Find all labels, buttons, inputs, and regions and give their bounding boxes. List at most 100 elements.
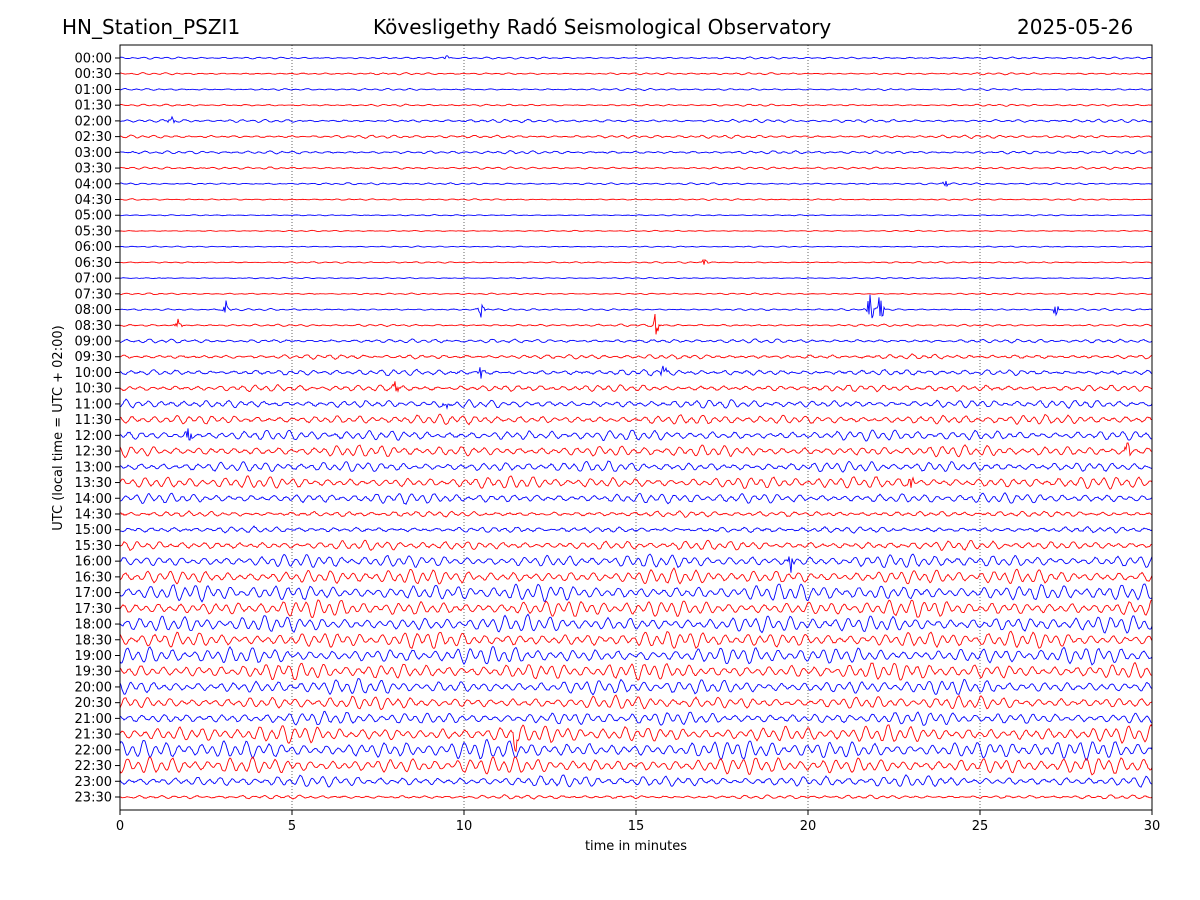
trace-0130 <box>119 103 1153 107</box>
trace-1600 <box>119 553 1153 573</box>
y-tick-label: 22:30 <box>75 759 112 774</box>
y-tick-label: 01:00 <box>75 83 112 98</box>
y-tick-label: 12:30 <box>75 445 112 460</box>
x-tick-label: 5 <box>288 819 296 834</box>
y-tick-label: 05:00 <box>75 209 112 224</box>
trace-1000 <box>119 365 1153 379</box>
y-tick-label: 22:00 <box>75 743 112 758</box>
y-tick-label: 10:00 <box>75 366 112 381</box>
trace-0930 <box>119 353 1153 360</box>
y-tick-label: 00:30 <box>75 67 112 82</box>
y-tick-label: 23:00 <box>75 775 112 790</box>
trace-0800 <box>119 294 1153 319</box>
x-tick-label: 15 <box>628 819 645 834</box>
y-tick-label: 13:30 <box>75 476 112 491</box>
y-tick-label: 12:00 <box>75 429 112 444</box>
station-title: HN_Station_PSZI1 <box>62 15 241 39</box>
trace-1630 <box>119 567 1153 585</box>
trace-0430 <box>119 198 1153 201</box>
y-tick-label: 10:30 <box>75 382 112 397</box>
y-tick-label: 17:30 <box>75 602 112 617</box>
trace-0900 <box>119 338 1153 344</box>
trace-2030 <box>119 694 1153 711</box>
y-tick-label: 11:30 <box>75 413 112 428</box>
y-tick-label: 13:00 <box>75 460 112 475</box>
trace-0630 <box>119 258 1153 265</box>
y-tick-label: 21:30 <box>75 728 112 743</box>
y-tick-label: 08:30 <box>75 319 112 334</box>
trace-2330 <box>119 794 1153 800</box>
trace-0000 <box>120 55 1152 60</box>
y-tick-label: 02:00 <box>75 114 112 129</box>
y-tick-label: 07:30 <box>75 287 112 302</box>
x-tick-label: 10 <box>456 819 473 834</box>
y-tick-label: 04:00 <box>75 177 112 192</box>
x-axis-label: time in minutes <box>585 839 687 854</box>
trace-2230 <box>119 756 1153 776</box>
x-tick-label: 0 <box>116 819 124 834</box>
y-tick-label: 11:00 <box>75 397 112 412</box>
y-tick-label: 01:30 <box>75 99 112 114</box>
y-tick-label: 04:30 <box>75 193 112 208</box>
trace-0500 <box>119 214 1153 217</box>
y-tick-label: 00:00 <box>75 52 112 67</box>
trace-0700 <box>119 277 1153 280</box>
y-tick-label: 20:00 <box>75 680 112 695</box>
trace-2130 <box>119 724 1153 753</box>
trace-0830 <box>119 314 1153 335</box>
trace-1700 <box>119 583 1153 603</box>
y-tick-label: 15:30 <box>75 539 112 554</box>
trace-2200 <box>119 738 1153 761</box>
y-tick-label: 09:00 <box>75 335 112 350</box>
trace-0030 <box>119 72 1153 76</box>
x-tick-label: 30 <box>1144 819 1161 834</box>
trace-0400 <box>119 180 1153 188</box>
y-tick-label: 06:30 <box>75 256 112 271</box>
trace-0330 <box>119 166 1153 170</box>
y-tick-label: 14:00 <box>75 492 112 507</box>
trace-2300 <box>119 774 1153 788</box>
y-tick-label: 03:30 <box>75 162 112 177</box>
trace-1500 <box>119 525 1153 534</box>
trace-1100 <box>119 398 1153 410</box>
y-tick-label: 14:30 <box>75 507 112 522</box>
trace-2100 <box>119 710 1153 726</box>
y-tick-label: 06:00 <box>75 240 112 255</box>
trace-0100 <box>119 87 1153 91</box>
y-tick-label: 16:30 <box>75 570 112 585</box>
trace-1330 <box>119 475 1153 490</box>
trace-0600 <box>119 245 1153 248</box>
trace-1230 <box>119 442 1153 459</box>
trace-1900 <box>119 645 1153 666</box>
trace-1130 <box>119 413 1153 426</box>
trace-1400 <box>119 492 1153 506</box>
x-tick-label: 25 <box>972 819 989 834</box>
trace-1300 <box>119 460 1153 473</box>
y-tick-label: 19:00 <box>75 649 112 664</box>
y-tick-label: 19:30 <box>75 665 112 680</box>
trace-0730 <box>119 292 1153 296</box>
trace-0300 <box>119 150 1153 155</box>
y-tick-label: 16:00 <box>75 555 112 570</box>
trace-1730 <box>119 599 1153 619</box>
y-axis-label: UTC (local time = UTC + 02:00) <box>51 325 66 530</box>
y-tick-label: 08:00 <box>75 303 112 318</box>
trace-0230 <box>119 134 1152 139</box>
trace-1530 <box>119 539 1153 552</box>
trace-1030 <box>119 381 1153 393</box>
y-tick-label: 07:00 <box>75 272 112 287</box>
y-tick-label: 15:00 <box>75 523 112 538</box>
y-tick-label: 18:30 <box>75 633 112 648</box>
trace-1200 <box>119 428 1153 442</box>
y-tick-label: 21:00 <box>75 712 112 727</box>
y-tick-label: 23:30 <box>75 791 112 806</box>
y-tick-label: 09:30 <box>75 350 112 365</box>
trace-0530 <box>119 229 1153 233</box>
x-tick-label: 20 <box>800 819 817 834</box>
y-tick-label: 02:30 <box>75 130 112 145</box>
trace-0200 <box>119 115 1153 124</box>
trace-1830 <box>119 630 1153 650</box>
trace-1430 <box>119 510 1153 518</box>
y-tick-label: 20:30 <box>75 696 112 711</box>
